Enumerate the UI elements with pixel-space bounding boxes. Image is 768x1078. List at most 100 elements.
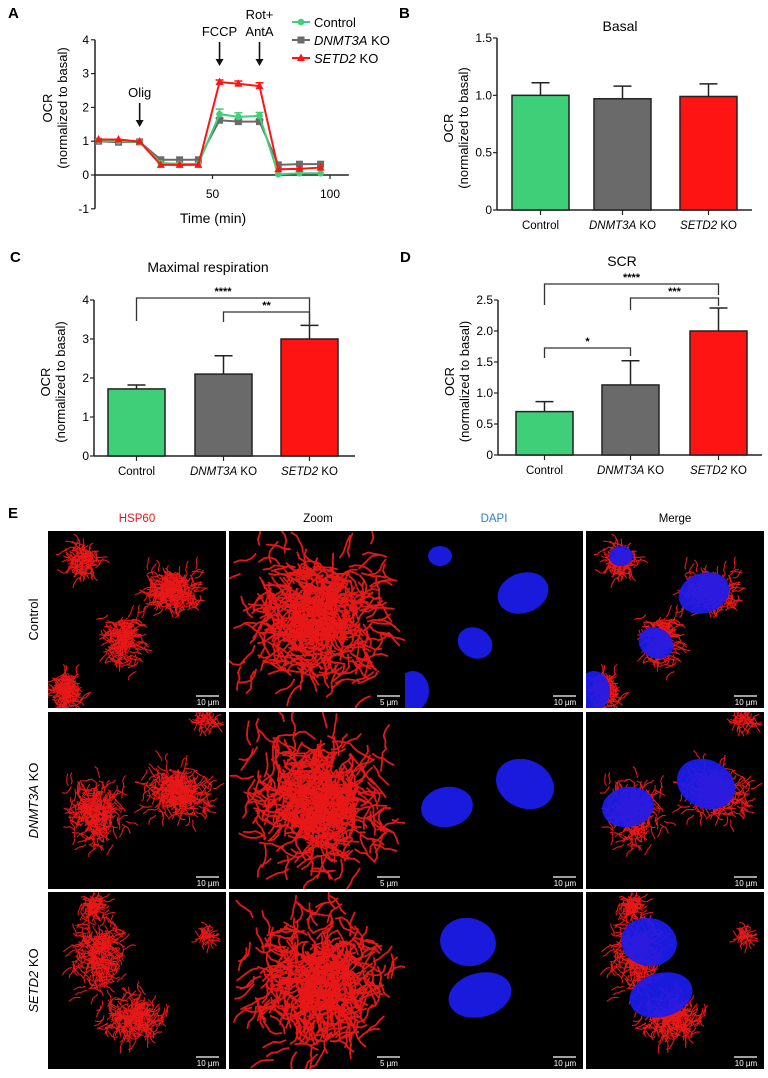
significance-label: ** [262, 300, 271, 312]
y-tick-label: -1 [78, 202, 89, 216]
category-label-suffix: KO [318, 466, 338, 478]
category-label: SETD2 KO [281, 466, 338, 478]
category-label-suffix: KO [636, 220, 656, 232]
panel-letter-d: D [400, 249, 411, 266]
column-label-zoom: Zoom [303, 513, 332, 525]
category-label-suffix: KO [717, 220, 737, 232]
micrograph-setd2-ko-zoom: 5 µm [229, 892, 407, 1069]
arrow-head-icon [255, 59, 264, 66]
nucleus-signal [621, 917, 677, 967]
data-point [255, 81, 264, 90]
y-axis-label: OCR [38, 368, 53, 397]
row-label-gene: DNMT3A [26, 785, 41, 838]
y-axis-label-sub: (normalized to basal) [456, 67, 471, 188]
significance-label: *** [668, 286, 682, 298]
y-tick-label: 0.5 [475, 146, 492, 160]
category-label: Control [526, 465, 563, 477]
legend-label-suffix: KO [356, 51, 378, 66]
legend-label-gene: DNMT3A [314, 33, 367, 48]
legend-marker [297, 53, 305, 61]
column-label-merge: Merge [659, 513, 692, 525]
significance-bracket [543, 283, 720, 305]
data-point [216, 116, 224, 124]
row-label: SETD2 KO [26, 948, 41, 1012]
y-tick-label: 0.5 [476, 417, 493, 431]
micrograph-content [440, 917, 512, 1018]
category-label-gene: DNMT3A [597, 465, 645, 477]
category-label-gene: SETD2 [690, 465, 728, 477]
row-label-suffix: KO [26, 763, 41, 785]
micrograph-background [48, 892, 226, 1069]
micrograph-dnmt3a-ko-dapi: 10 µm [405, 712, 583, 889]
category-label: DNMT3A KO [190, 466, 257, 478]
y-tick-label: 1.5 [476, 355, 493, 369]
y-tick-label: 0 [82, 168, 89, 182]
x-axis-label: Time (min) [180, 210, 246, 226]
category-label-suffix: KO [727, 465, 747, 477]
micrograph-setd2-ko-hsp60: 10 µm [48, 892, 226, 1069]
bar-dnmt3a-ko [593, 98, 652, 211]
nucleus-signal [676, 758, 736, 810]
nucleus-signal [629, 972, 693, 1018]
bar-setd2-ko [679, 95, 738, 211]
data-point [94, 135, 103, 143]
y-tick-label: 1 [82, 410, 89, 424]
column-label-hsp60: HSP60 [119, 513, 155, 525]
data-point [275, 171, 282, 178]
nucleus-signal [638, 627, 674, 659]
category-label-suffix: KO [644, 465, 664, 477]
nucleus-signal [602, 786, 654, 828]
scale-bar-label: 10 µm [197, 1059, 220, 1068]
legend-label-suffix: KO [367, 33, 389, 48]
data-point [215, 77, 224, 86]
data-point [194, 160, 203, 168]
arrow-head-icon [215, 59, 224, 66]
category-label-gene: SETD2 [281, 466, 319, 478]
chart-title: Basal [602, 18, 637, 34]
scale-bar-label: 10 µm [554, 879, 577, 888]
micrograph-dnmt3a-ko-zoom: 5 µm [229, 712, 407, 889]
category-label: DNMT3A KO [589, 220, 656, 232]
bar-control [511, 94, 570, 211]
micrograph-content [233, 892, 407, 1069]
legend-item: SETD2 KO [292, 51, 378, 66]
micrograph-content [421, 758, 555, 828]
chart-title: Maximal respiration [147, 259, 268, 275]
nucleus-signal [428, 546, 452, 566]
data-point [114, 135, 123, 143]
bar-setd2-ko [689, 330, 748, 456]
bar-control [107, 388, 166, 457]
micrograph-dnmt3a-ko-hsp60: 10 µm [48, 712, 226, 889]
legend-label: DNMT3A KO [314, 33, 390, 48]
maximal-respiration-bar-chart: Maximal respiration OCR (normalized to bas… [38, 259, 355, 478]
significance-label: **** [623, 272, 641, 284]
scale-bar-label: 10 µm [197, 698, 220, 707]
micrograph-content [600, 892, 759, 1054]
injection-label: Rot+ [246, 7, 274, 22]
nucleus-signal [457, 627, 493, 659]
category-label: Control [118, 466, 155, 478]
legend-item: Control [292, 15, 356, 30]
micrograph-control-dapi: 10 µm [405, 531, 583, 708]
nucleus-signal [405, 671, 429, 708]
significance-label: **** [214, 286, 232, 298]
category-label-gene: DNMT3A [190, 466, 238, 478]
injection-label: AntA [245, 24, 274, 39]
data-point [295, 160, 303, 168]
nucleus-signal [448, 972, 512, 1018]
scr-bar-chart: SCR OCR (normalized to basal) 0 0.5 1.0 1.5 2.0… [442, 253, 762, 477]
significance-bracket [543, 347, 632, 358]
data-point [175, 160, 184, 168]
data-point [234, 79, 243, 87]
category-label-suffix: KO [237, 466, 257, 478]
y-tick-label: 1.0 [475, 88, 492, 102]
y-tick-label: 0 [485, 203, 492, 217]
data-point [234, 118, 242, 126]
y-tick-label: 2.0 [476, 324, 493, 338]
arrow-head-icon [135, 120, 144, 127]
data-point [156, 160, 165, 168]
category-label-gene: DNMT3A [589, 220, 637, 232]
scale-bar-label: 5 µm [380, 698, 398, 707]
y-tick-label: 0 [486, 448, 493, 462]
scale-bar-label: 10 µm [554, 698, 577, 707]
